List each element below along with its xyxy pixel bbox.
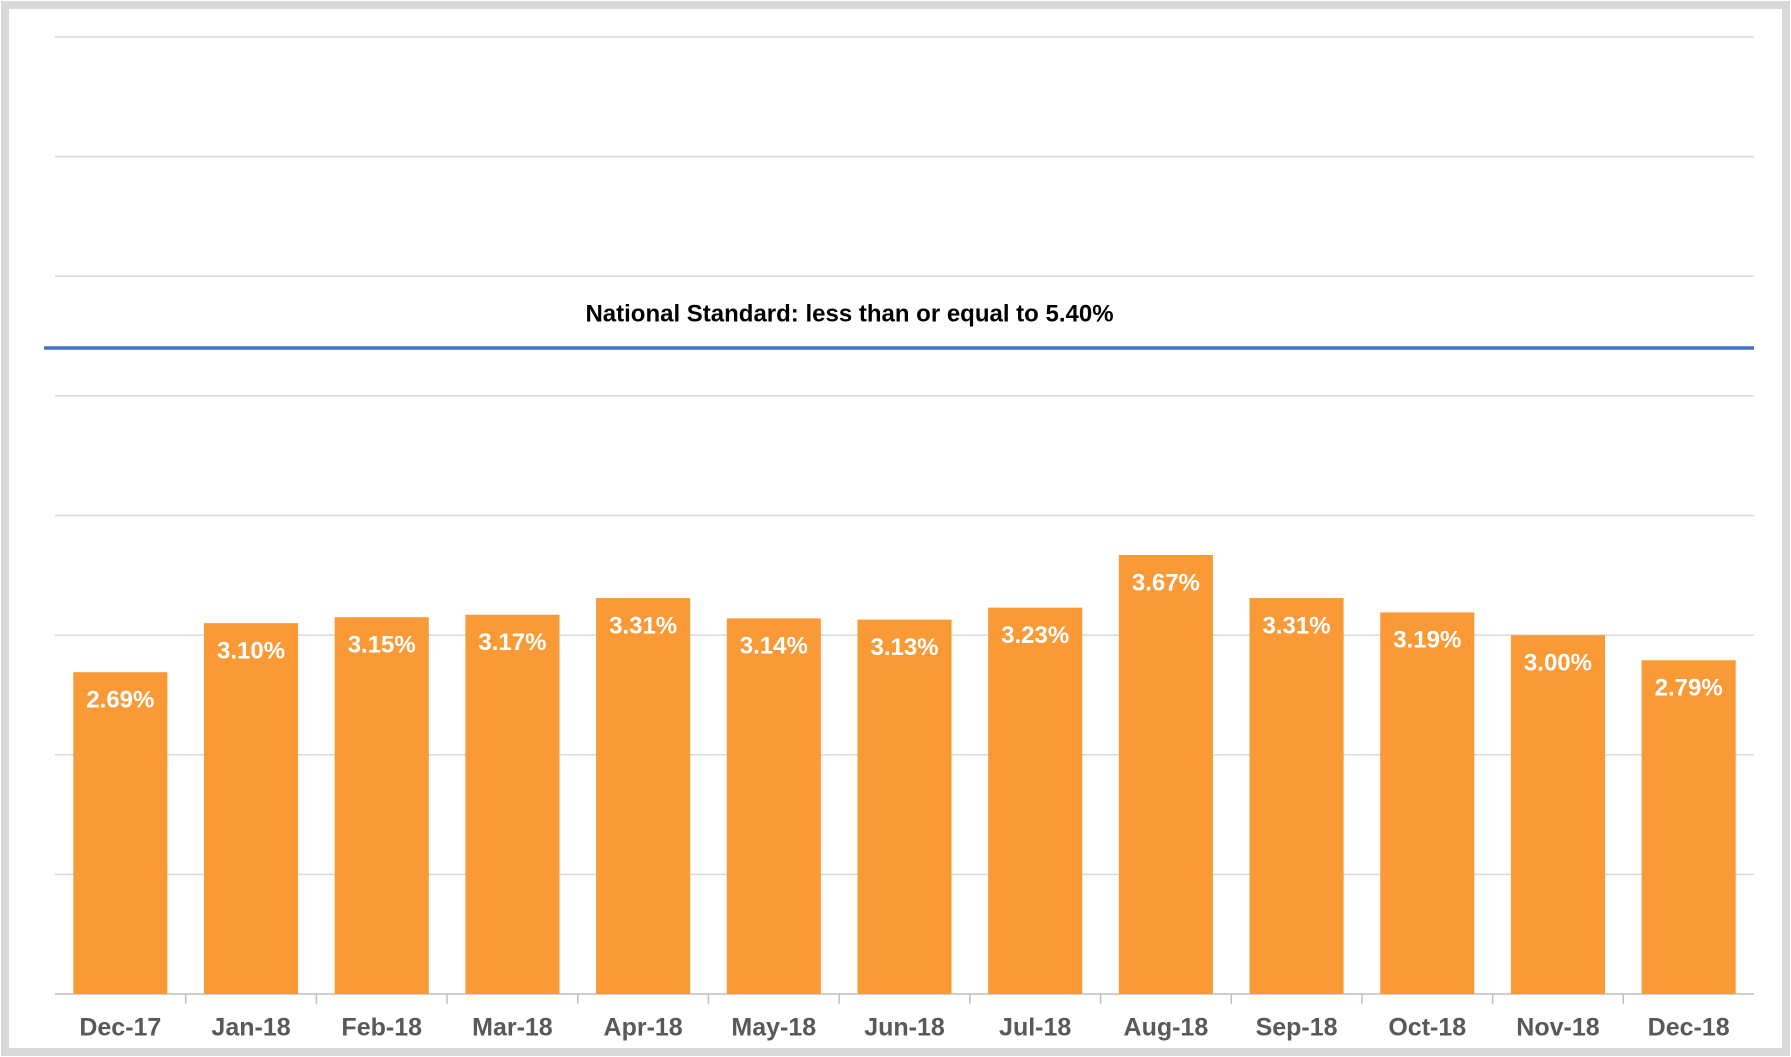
- bar: [857, 619, 952, 994]
- x-tick-label: Oct-18: [1388, 1014, 1466, 1042]
- x-tick-label: Mar-18: [472, 1014, 553, 1042]
- x-tick-label: Jul-18: [999, 1014, 1071, 1042]
- value-label: 3.15%: [348, 632, 416, 659]
- x-tick-label: Aug-18: [1124, 1014, 1209, 1042]
- x-tick-label: Sep-18: [1256, 1014, 1338, 1042]
- x-tick-label: Feb-18: [341, 1014, 422, 1042]
- x-tick-label: Apr-18: [604, 1014, 683, 1042]
- value-label: 3.67%: [1132, 569, 1200, 596]
- x-tick-label: Dec-17: [79, 1014, 161, 1042]
- value-label: 3.10%: [217, 638, 285, 665]
- value-label: 2.79%: [1655, 675, 1723, 702]
- bar: [73, 672, 168, 994]
- value-label: 3.00%: [1524, 649, 1592, 676]
- bar: [988, 607, 1083, 994]
- bar: [726, 618, 821, 994]
- bar: [1118, 554, 1213, 994]
- value-label: 3.14%: [740, 633, 808, 660]
- bar: [1249, 598, 1344, 994]
- bar: [1641, 660, 1736, 994]
- bar: [465, 614, 560, 994]
- x-tick-label: Dec-18: [1648, 1014, 1730, 1042]
- x-tick-label: Nov-18: [1516, 1014, 1599, 1042]
- value-label: 3.13%: [870, 634, 938, 661]
- value-label: 3.31%: [1263, 612, 1331, 639]
- bar: [203, 623, 299, 994]
- value-label: 3.19%: [1393, 627, 1461, 654]
- value-label: 2.69%: [86, 687, 154, 714]
- bar: [596, 598, 691, 994]
- bar: [334, 617, 429, 994]
- x-tick-label: Jun-18: [864, 1014, 945, 1042]
- value-label: 3.17%: [478, 629, 546, 656]
- bar: [1510, 635, 1606, 994]
- reference-label: National Standard: less than or equal to…: [585, 300, 1113, 327]
- value-label: 3.31%: [609, 612, 677, 639]
- value-label: 3.23%: [1001, 622, 1069, 649]
- x-tick-label: May-18: [731, 1014, 816, 1042]
- x-tick-label: Jan-18: [211, 1014, 290, 1042]
- bar: [1380, 612, 1475, 994]
